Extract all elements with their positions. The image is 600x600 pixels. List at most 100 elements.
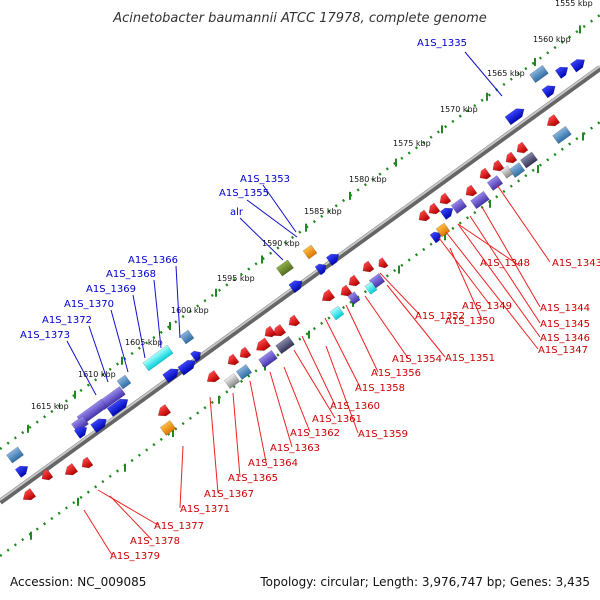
gene-label-a1s-1355[interactable]: A1S_1355: [219, 188, 269, 199]
gene-block-orange[interactable]: [302, 244, 318, 260]
forward-gene-arrow[interactable]: [177, 357, 198, 376]
gene-label-a1s-1348[interactable]: A1S_1348: [480, 258, 530, 269]
gene-block-cyan[interactable]: [364, 281, 378, 295]
reverse-gene-arrow[interactable]: [155, 404, 172, 419]
gene-label-a1s-1354[interactable]: A1S_1354: [392, 354, 442, 365]
reverse-gene-arrow[interactable]: [477, 167, 492, 182]
gene-block-gray[interactable]: [500, 165, 514, 179]
gene-label-a1s-1356[interactable]: A1S_1356: [371, 368, 421, 379]
reverse-gene-arrow[interactable]: [360, 260, 375, 275]
gene-block-cyan[interactable]: [142, 344, 174, 372]
forward-gene-arrow[interactable]: [314, 261, 329, 276]
gene-label-a1s-1363[interactable]: A1S_1363: [270, 443, 320, 454]
gene-block-orange[interactable]: [435, 222, 451, 238]
gene-label-a1s-1345[interactable]: A1S_1345: [540, 319, 590, 330]
gene-block-steel[interactable]: [179, 329, 195, 345]
gene-block-steel[interactable]: [116, 374, 132, 390]
forward-gene-arrow[interactable]: [106, 395, 131, 417]
forward-gene-arrow[interactable]: [190, 348, 203, 363]
gene-label-a1s-1365[interactable]: A1S_1365: [228, 473, 278, 484]
gene-label-a1s-1335[interactable]: A1S_1335: [417, 38, 467, 49]
gene-block-orange[interactable]: [159, 420, 177, 436]
gene-label-a1s-1349[interactable]: A1S_1349: [462, 301, 512, 312]
gene-label-a1s-1366[interactable]: A1S_1366: [128, 255, 178, 266]
reverse-gene-arrow[interactable]: [204, 370, 221, 385]
gene-label-a1s-1373[interactable]: A1S_1373: [20, 330, 70, 341]
gene-label-a1s-1360[interactable]: A1S_1360: [330, 401, 380, 412]
reverse-gene-arrow[interactable]: [79, 456, 94, 471]
reverse-gene-arrow[interactable]: [319, 289, 336, 304]
gene-label-alr[interactable]: alr: [230, 207, 244, 218]
gene-label-a1s-1351[interactable]: A1S_1351: [445, 353, 495, 364]
gene-label-a1s-1372[interactable]: A1S_1372: [42, 315, 92, 326]
gene-label-a1s-1346[interactable]: A1S_1346: [540, 333, 590, 344]
reverse-gene-arrow[interactable]: [514, 141, 529, 156]
forward-gene-arrow[interactable]: [570, 56, 587, 73]
gene-label-a1s-1379[interactable]: A1S_1379: [110, 551, 160, 562]
gene-block-gray[interactable]: [223, 373, 241, 389]
reverse-gene-arrow[interactable]: [376, 257, 389, 271]
reverse-gene-arrow[interactable]: [463, 184, 478, 199]
reverse-gene-arrow[interactable]: [262, 325, 277, 340]
reverse-gene-arrow[interactable]: [503, 151, 518, 166]
reverse-gene-arrow[interactable]: [346, 274, 361, 289]
reverse-gene-arrow[interactable]: [225, 353, 240, 368]
forward-gene-arrow[interactable]: [429, 229, 444, 244]
reverse-gene-arrow[interactable]: [270, 324, 287, 339]
gene-label-a1s-1350[interactable]: A1S_1350: [445, 316, 495, 327]
gene-label-a1s-1352[interactable]: A1S_1352: [415, 311, 465, 322]
reverse-gene-arrow[interactable]: [237, 346, 252, 361]
gene-label-a1s-1359[interactable]: A1S_1359: [358, 429, 408, 440]
reverse-gene-arrow[interactable]: [437, 192, 452, 207]
gene-block-dark[interactable]: [520, 151, 538, 169]
reverse-gene-arrow[interactable]: [286, 314, 301, 329]
gene-block-steel[interactable]: [508, 162, 526, 178]
gene-label-a1s-1358[interactable]: A1S_1358: [355, 383, 405, 394]
forward-gene-arrow[interactable]: [288, 277, 305, 294]
reverse-gene-arrow[interactable]: [426, 202, 441, 217]
forward-gene-arrow[interactable]: [541, 82, 558, 99]
gene-block-purple[interactable]: [486, 175, 504, 191]
forward-gene-arrow[interactable]: [504, 105, 527, 126]
gene-block-purple[interactable]: [71, 415, 89, 433]
gene-label-a1s-1353[interactable]: A1S_1353: [240, 174, 290, 185]
reverse-gene-arrow[interactable]: [62, 463, 79, 478]
forward-gene-arrow[interactable]: [14, 462, 31, 478]
reverse-gene-arrow[interactable]: [338, 284, 353, 299]
gene-label-a1s-1378[interactable]: A1S_1378: [130, 536, 180, 547]
gene-label-a1s-1367[interactable]: A1S_1367: [204, 489, 254, 500]
gene-block-olive[interactable]: [276, 259, 294, 277]
gene-label-a1s-1343[interactable]: A1S_1343: [552, 258, 600, 269]
forward-gene-arrow[interactable]: [90, 415, 110, 434]
gene-block-steel[interactable]: [235, 364, 253, 380]
forward-gene-arrow[interactable]: [439, 204, 456, 220]
gene-block-purple[interactable]: [470, 190, 490, 210]
gene-label-a1s-1369[interactable]: A1S_1369: [86, 284, 136, 295]
reverse-gene-arrow[interactable]: [544, 114, 561, 129]
gene-block-steel[interactable]: [552, 125, 572, 145]
reverse-gene-arrow[interactable]: [490, 159, 505, 174]
gene-label-a1s-1362[interactable]: A1S_1362: [290, 428, 340, 439]
gene-block-steel[interactable]: [6, 446, 24, 464]
gene-block-dark[interactable]: [275, 335, 295, 355]
gene-block-purple[interactable]: [258, 349, 278, 369]
gene-label-a1s-1370[interactable]: A1S_1370: [64, 299, 114, 310]
gene-label-a1s-1377[interactable]: A1S_1377: [154, 521, 204, 532]
gene-label-a1s-1364[interactable]: A1S_1364: [248, 458, 298, 469]
gene-label-a1s-1344[interactable]: A1S_1344: [540, 303, 590, 314]
reverse-gene-arrow[interactable]: [253, 337, 271, 354]
forward-gene-arrow[interactable]: [325, 250, 342, 266]
gene-label-a1s-1368[interactable]: A1S_1368: [106, 269, 156, 280]
gene-label-a1s-1361[interactable]: A1S_1361: [312, 414, 362, 425]
forward-gene-arrow[interactable]: [554, 63, 571, 79]
reverse-gene-arrow[interactable]: [20, 488, 37, 503]
gene-block-purple[interactable]: [450, 198, 468, 214]
gene-block-steel[interactable]: [529, 64, 549, 84]
gene-label-a1s-1347[interactable]: A1S_1347: [538, 345, 588, 356]
forward-gene-arrow[interactable]: [162, 365, 182, 384]
gene-label-a1s-1371[interactable]: A1S_1371: [180, 504, 230, 515]
reverse-gene-arrow[interactable]: [39, 468, 54, 483]
gene-block-purple[interactable]: [347, 291, 361, 305]
forward-gene-arrow[interactable]: [73, 423, 90, 439]
reverse-gene-arrow[interactable]: [416, 209, 431, 224]
